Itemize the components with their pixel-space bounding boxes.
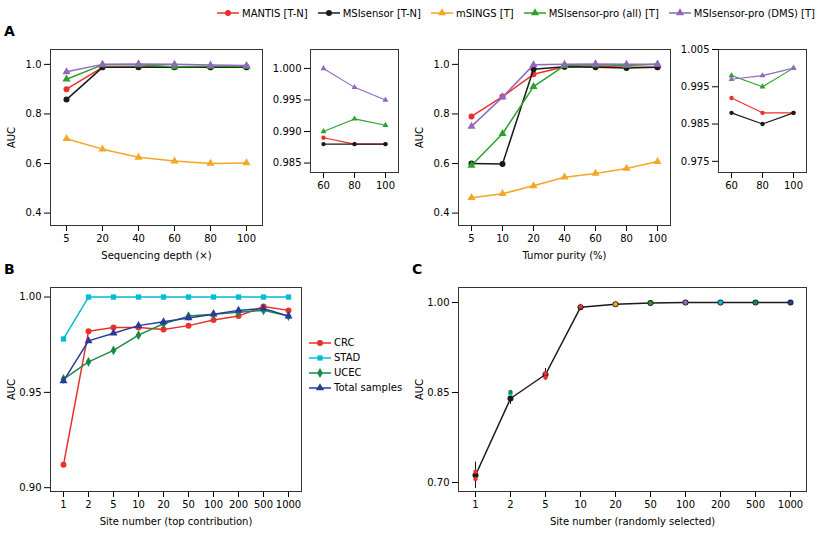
svg-text:100: 100 <box>676 499 695 510</box>
svg-text:0.70: 0.70 <box>427 477 449 488</box>
svg-text:0.4: 0.4 <box>434 207 450 218</box>
svg-text:AUC: AUC <box>6 127 17 148</box>
html-text:UCEC: UCEC <box>334 367 362 378</box>
svg-text:20: 20 <box>96 233 109 244</box>
svg-text:AUC: AUC <box>414 127 425 148</box>
svg-text:0.6: 0.6 <box>26 158 42 169</box>
svg-text:0.990: 0.990 <box>273 126 302 137</box>
svg-text:100: 100 <box>204 499 223 510</box>
svg-text:60: 60 <box>168 233 181 244</box>
svg-text:500: 500 <box>254 499 273 510</box>
svg-text:0.995: 0.995 <box>273 94 302 105</box>
html-text:C: C <box>412 261 423 277</box>
svg-text:20: 20 <box>609 499 622 510</box>
svg-text:0.85: 0.85 <box>427 387 449 398</box>
html-text:mSINGS [T]: mSINGS [T] <box>456 7 514 19</box>
svg-text:2: 2 <box>507 499 513 510</box>
svg-text:0.975: 0.975 <box>681 156 710 167</box>
html-text:STAD: STAD <box>334 352 361 363</box>
svg-text:Tumor purity (%): Tumor purity (%) <box>522 250 607 261</box>
html-text:MSIsensor-pro (DMS) [T]: MSIsensor-pro (DMS) [T] <box>693 7 815 19</box>
svg-text:Site number (randomly selected: Site number (randomly selected) <box>550 516 715 527</box>
svg-text:50: 50 <box>644 499 657 510</box>
svg-text:1.0: 1.0 <box>434 59 450 70</box>
html-text:MSIsensor-pro (all) [T]: MSIsensor-pro (all) [T] <box>548 7 659 19</box>
svg-text:Sequencing depth (×): Sequencing depth (×) <box>101 250 211 261</box>
svg-text:10: 10 <box>574 499 587 510</box>
svg-text:1000: 1000 <box>778 499 803 510</box>
html-text:B: B <box>4 261 15 277</box>
svg-text:100: 100 <box>376 180 395 191</box>
svg-text:1.000: 1.000 <box>273 63 302 74</box>
html-text:CRC: CRC <box>334 337 355 348</box>
html-text:MANTIS [T-N]: MANTIS [T-N] <box>242 7 308 19</box>
svg-text:0.4: 0.4 <box>26 207 42 218</box>
svg-text:60: 60 <box>589 233 602 244</box>
html-text:MSIsensor [T-N]: MSIsensor [T-N] <box>342 7 421 19</box>
svg-text:1: 1 <box>60 499 66 510</box>
svg-text:80: 80 <box>348 180 361 191</box>
svg-text:0.8: 0.8 <box>434 108 450 119</box>
svg-text:40: 40 <box>132 233 145 244</box>
svg-text:0.95: 0.95 <box>19 387 41 398</box>
svg-text:0.90: 0.90 <box>19 482 41 493</box>
svg-text:10: 10 <box>496 233 509 244</box>
svg-text:1.00: 1.00 <box>19 291 41 302</box>
svg-text:80: 80 <box>204 233 217 244</box>
svg-text:1.00: 1.00 <box>427 297 449 308</box>
svg-text:1: 1 <box>472 499 478 510</box>
svg-text:1000: 1000 <box>276 499 301 510</box>
svg-text:0.985: 0.985 <box>273 157 302 168</box>
svg-text:2: 2 <box>85 499 91 510</box>
svg-text:AUC: AUC <box>414 379 425 400</box>
svg-text:100: 100 <box>237 233 256 244</box>
svg-text:60: 60 <box>725 180 738 191</box>
svg-text:AUC: AUC <box>6 379 17 400</box>
html-text:Total samples: Total samples <box>334 382 403 393</box>
svg-text:40: 40 <box>558 233 571 244</box>
svg-text:100: 100 <box>784 180 803 191</box>
svg-text:1.0: 1.0 <box>26 59 42 70</box>
svg-text:1.005: 1.005 <box>681 44 710 55</box>
svg-text:100: 100 <box>648 233 667 244</box>
svg-text:5: 5 <box>542 499 548 510</box>
svg-text:80: 80 <box>620 233 633 244</box>
svg-text:0.8: 0.8 <box>26 108 42 119</box>
svg-text:50: 50 <box>182 499 195 510</box>
svg-text:500: 500 <box>746 499 765 510</box>
svg-text:60: 60 <box>317 180 330 191</box>
svg-text:200: 200 <box>711 499 730 510</box>
svg-text:5: 5 <box>468 233 474 244</box>
svg-text:10: 10 <box>132 499 145 510</box>
svg-text:20: 20 <box>527 233 540 244</box>
svg-text:Site number (top contribution): Site number (top contribution) <box>100 516 253 527</box>
svg-text:0.6: 0.6 <box>434 158 450 169</box>
svg-text:0.985: 0.985 <box>681 118 710 129</box>
html-text:A: A <box>4 23 15 39</box>
svg-text:200: 200 <box>229 499 248 510</box>
svg-text:5: 5 <box>110 499 116 510</box>
svg-text:5: 5 <box>63 233 69 244</box>
svg-text:0.995: 0.995 <box>681 81 710 92</box>
svg-text:80: 80 <box>756 180 769 191</box>
svg-text:20: 20 <box>157 499 170 510</box>
